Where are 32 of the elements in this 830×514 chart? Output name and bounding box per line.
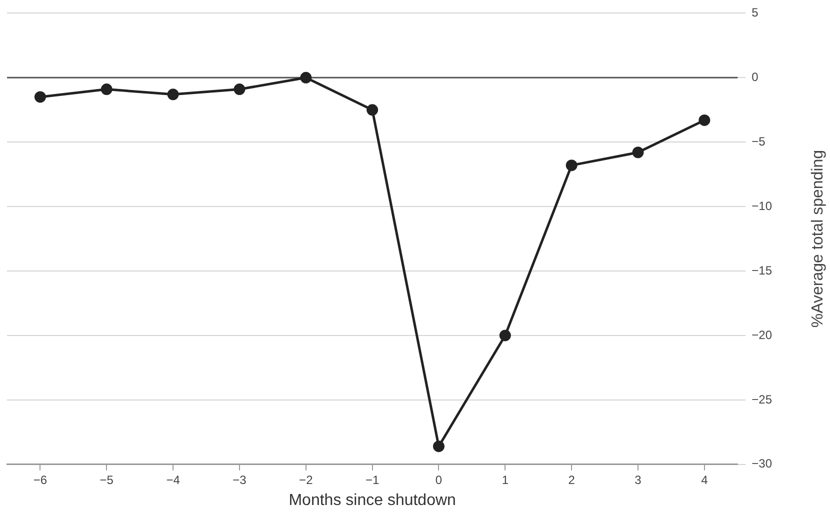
- y-tick-label: −15: [752, 263, 772, 278]
- x-tick-label: −1: [365, 472, 380, 487]
- point: [499, 330, 511, 342]
- x-tick-label: −3: [232, 472, 247, 487]
- point: [698, 114, 710, 126]
- x-tick-label: −5: [100, 472, 114, 487]
- x-tick-label: −2: [299, 472, 314, 487]
- x-tick-label: 2: [568, 472, 576, 487]
- point: [100, 84, 112, 96]
- y-axis-title: %Average total spending: [809, 150, 826, 328]
- point: [300, 72, 312, 84]
- point: [366, 104, 378, 116]
- y-tick-label: 5: [752, 6, 759, 20]
- y-tick-label: −10: [752, 198, 772, 213]
- x-tick-label: −4: [166, 472, 180, 487]
- x-tick-label: 1: [502, 472, 509, 487]
- y-tick-label: 0: [752, 70, 759, 84]
- x-tick-label: 4: [701, 472, 708, 487]
- point: [34, 91, 46, 103]
- y-tick-label: −20: [752, 328, 772, 342]
- x-tick-label: 0: [435, 472, 442, 487]
- point: [234, 84, 246, 96]
- x-tick-label: −6: [33, 472, 48, 487]
- y-tick-label: −25: [752, 392, 772, 406]
- point: [632, 146, 644, 158]
- x-axis-title: Months since shutdown: [288, 492, 456, 509]
- point: [566, 160, 578, 172]
- y-tick-label: −30: [752, 456, 772, 471]
- point: [432, 440, 444, 452]
- x-tick-label: 3: [634, 472, 642, 487]
- point: [167, 88, 179, 100]
- y-tick-label: −5: [752, 134, 766, 148]
